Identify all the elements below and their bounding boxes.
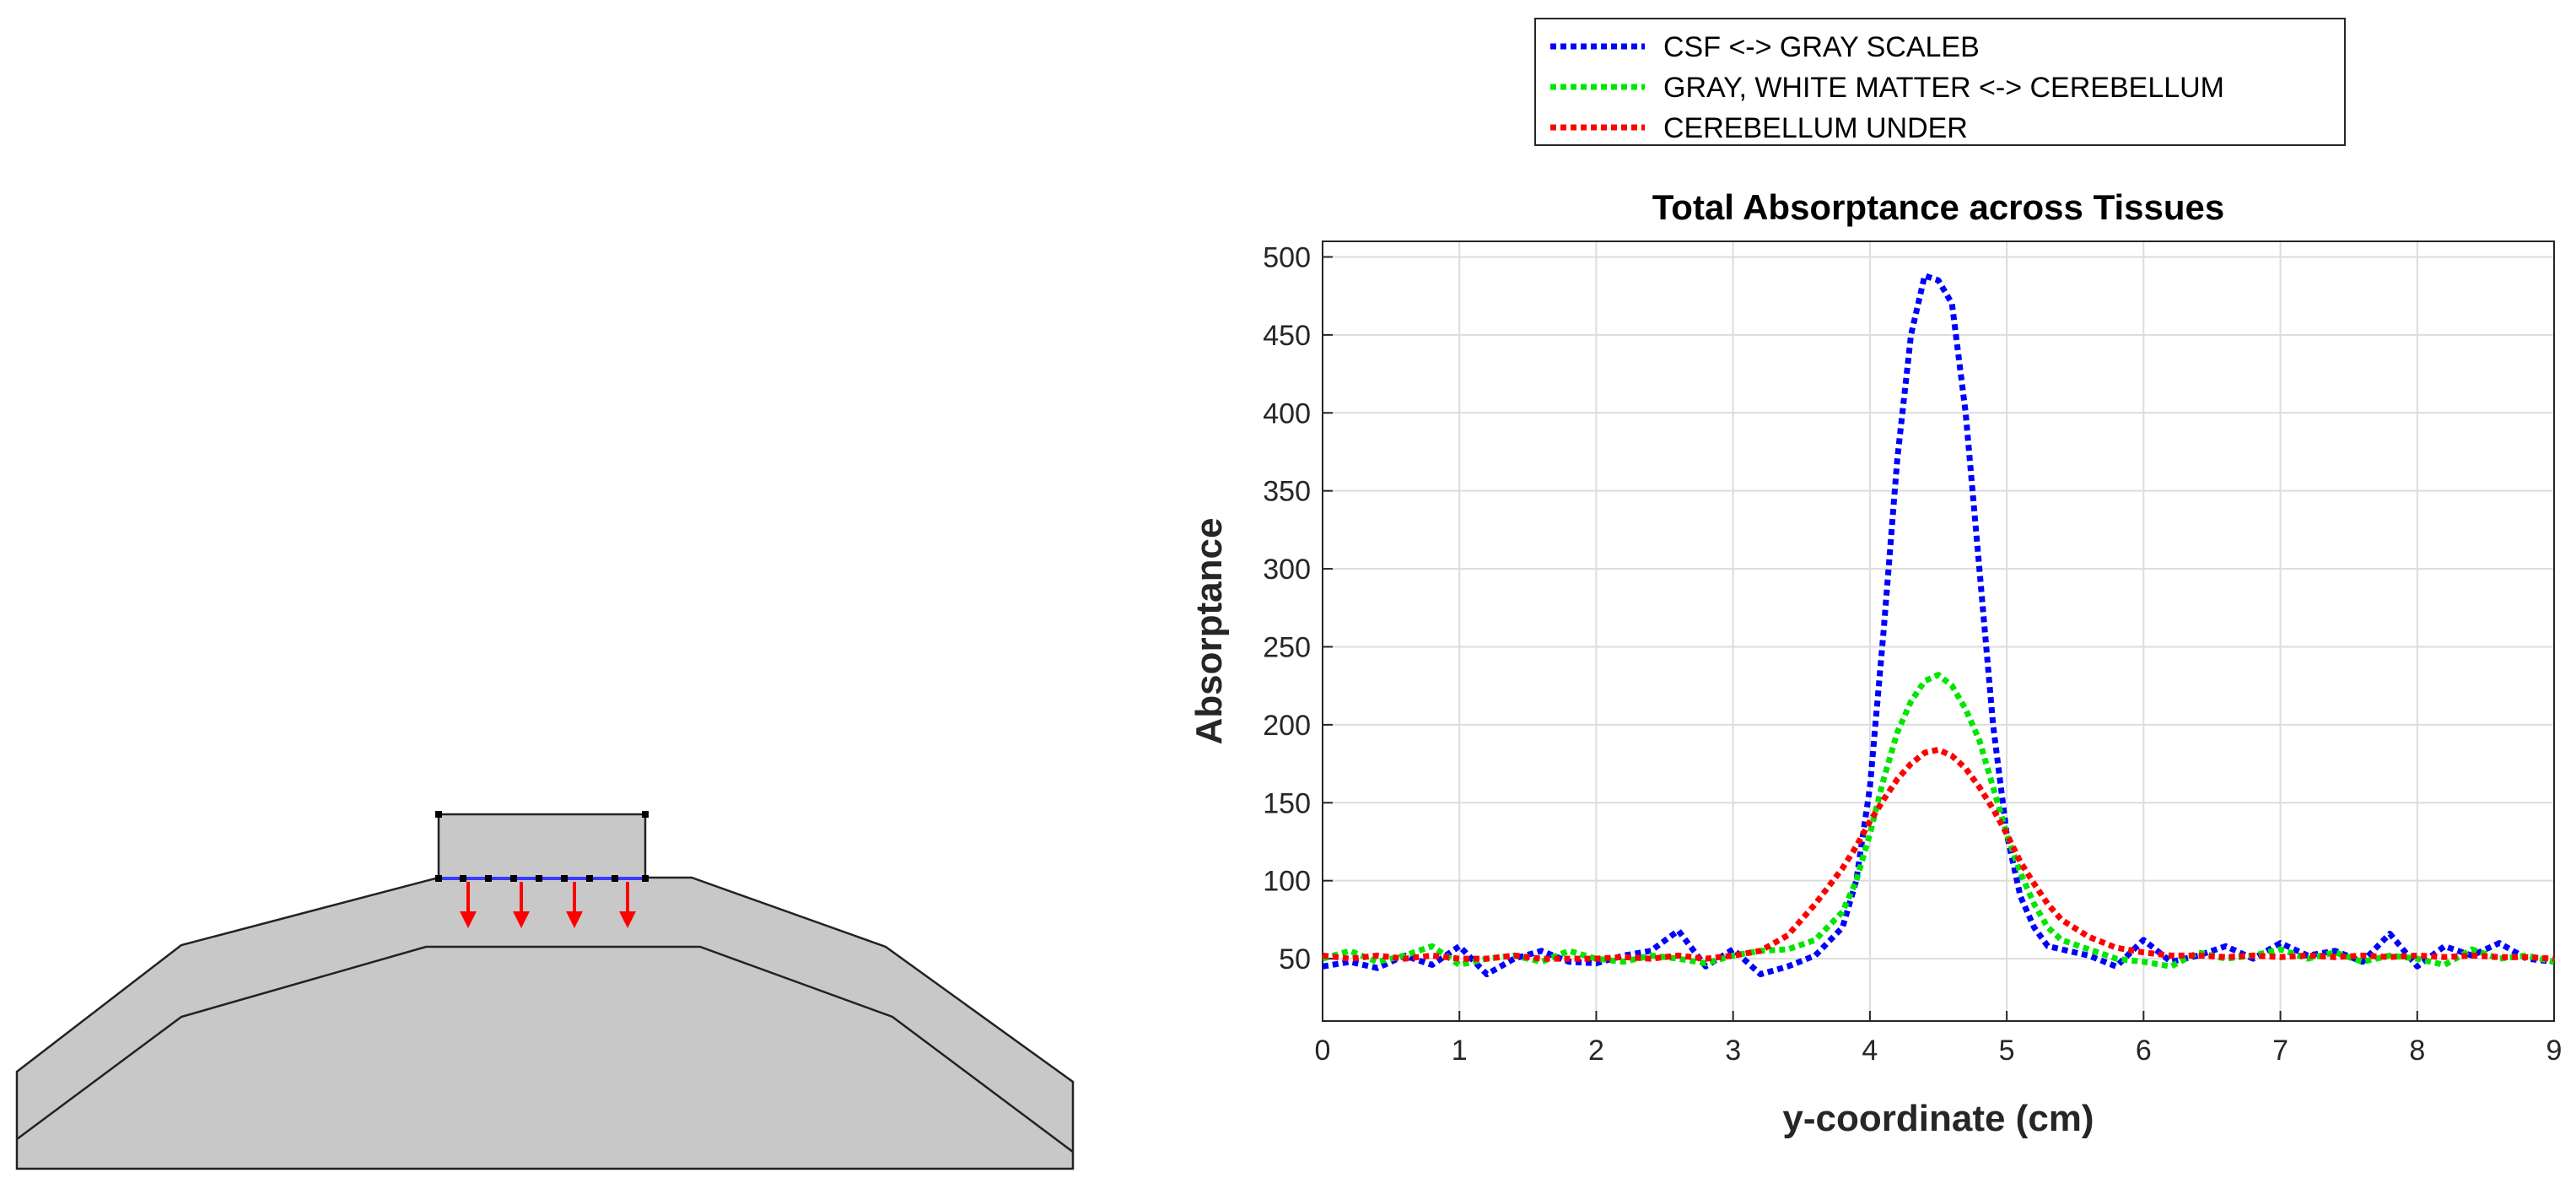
y-tick-label: 400	[1263, 397, 1311, 430]
y-axis-label: Absorptance	[1188, 518, 1230, 745]
x-tick-label: 2	[1588, 1035, 1604, 1067]
y-tick-label: 50	[1279, 943, 1311, 975]
legend-label: CSF <-> GRAY SCALEB	[1663, 31, 1980, 63]
y-tick-label: 450	[1263, 320, 1311, 352]
plot-area-frame	[1322, 240, 2555, 1022]
boundary-vertices	[435, 811, 649, 882]
chart-title: Total Absorptance across Tissues	[1652, 187, 2224, 227]
x-tick-label: 0	[1315, 1035, 1331, 1067]
y-tick-label: 100	[1263, 866, 1311, 898]
y-tick-label: 300	[1263, 554, 1311, 586]
down-arrow-icon	[513, 882, 530, 928]
series-line-3	[1322, 746, 2555, 962]
y-tick-label: 250	[1263, 631, 1311, 663]
series-lines	[1322, 273, 2555, 978]
y-tick-label: 500	[1263, 241, 1311, 273]
outer-tissue-layer	[15, 876, 1075, 1170]
x-tick-label: 9	[2546, 1035, 2563, 1067]
x-axis-label: y-coordinate (cm)	[1782, 1098, 2094, 1139]
y-tick-label: 350	[1263, 476, 1311, 508]
legend: CSF <-> GRAY SCALEB GRAY, WHITE MATTER <-…	[1534, 18, 2346, 146]
x-tick-label: 5	[1999, 1035, 2015, 1067]
transducer-block	[437, 813, 647, 880]
series-line-1	[1322, 273, 2555, 978]
legend-label: GRAY, WHITE MATTER <-> CEREBELLUM	[1663, 72, 2224, 104]
legend-label: CEREBELLUM UNDER	[1663, 112, 1968, 144]
y-tick-label: 200	[1263, 710, 1311, 742]
x-tick-label: 3	[1725, 1035, 1741, 1067]
y-tick-label: 150	[1263, 787, 1311, 819]
x-tick-label: 6	[2136, 1035, 2152, 1067]
down-arrow-icon	[460, 882, 477, 928]
grid	[1322, 241, 2555, 1021]
down-arrow-icon	[566, 882, 583, 928]
x-tick-label: 7	[2272, 1035, 2288, 1067]
load-arrows	[460, 882, 636, 928]
geometry-diagram	[15, 811, 1075, 1170]
x-tick-label: 8	[2409, 1035, 2425, 1067]
x-tick-label: 4	[1862, 1035, 1878, 1067]
tick-labels: 0 1 2 3 4 5 6 7 8 9 50 100 150 200 250 300 350 400 450 500	[1263, 241, 2562, 1067]
series-line-2	[1322, 672, 2555, 970]
down-arrow-icon	[619, 882, 636, 928]
legend-box	[1534, 18, 2346, 146]
x-tick-label: 1	[1452, 1035, 1468, 1067]
inner-tissue-boundary	[16, 945, 1074, 1154]
